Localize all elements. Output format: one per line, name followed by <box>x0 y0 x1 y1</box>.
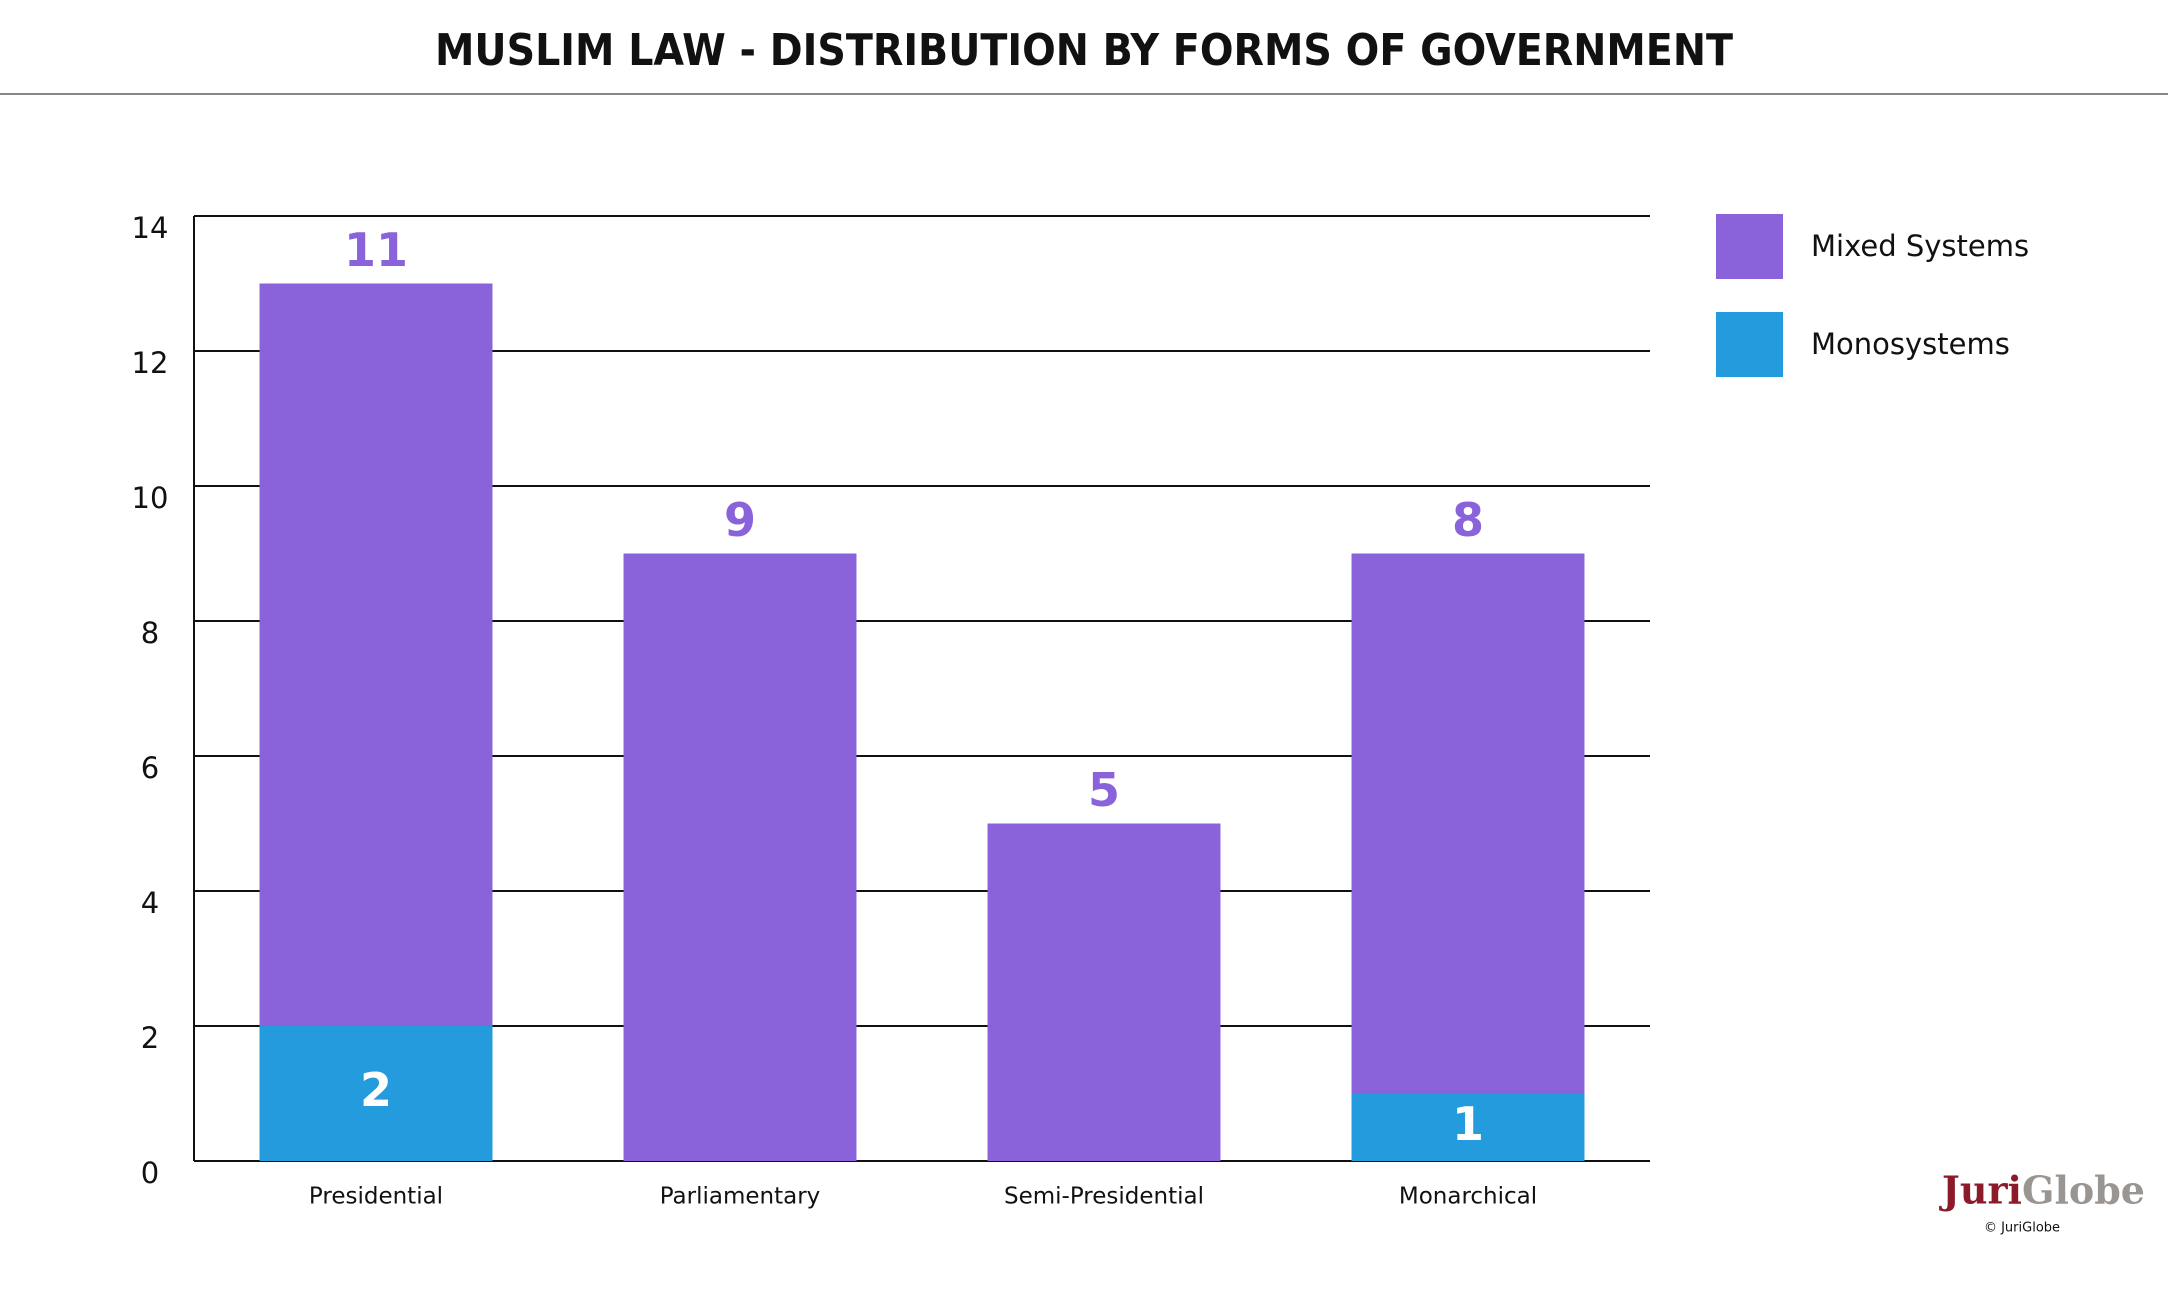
bar-segment <box>259 283 493 1026</box>
copyright: © JuriGlobe <box>1984 1221 2060 1236</box>
bar-segment <box>1351 1093 1585 1161</box>
value-label: 11 <box>344 223 408 277</box>
value-label: 2 <box>360 1063 392 1117</box>
bar-segment <box>623 553 857 1161</box>
y-tick-label: 6 <box>141 751 159 785</box>
chart-title: MUSLIM LAW - DISTRIBUTION BY FORMS OF GO… <box>435 25 1733 76</box>
bar-segment <box>259 1026 493 1161</box>
logo: Juri Globe © JuriGlobe <box>1939 1168 2145 1236</box>
bar-segment <box>1351 553 1585 1094</box>
y-tick-label: 0 <box>141 1156 159 1190</box>
y-tick-label: 4 <box>141 886 159 920</box>
x-tick-label: Parliamentary <box>660 1184 821 1210</box>
brand-second: Globe <box>2022 1168 2145 1213</box>
y-tick-label: 12 <box>132 346 169 380</box>
value-label: 9 <box>724 493 756 547</box>
value-label: 5 <box>1088 763 1120 817</box>
x-tick-label: Semi-Presidential <box>1004 1184 1204 1210</box>
bar-segment <box>987 823 1221 1161</box>
legend-label: Mixed Systems <box>1811 229 2029 263</box>
legend-swatch <box>1716 312 1783 377</box>
y-tick-label: 14 <box>132 211 169 245</box>
x-tick-label: Monarchical <box>1399 1184 1537 1210</box>
brand-first: Juri <box>1939 1168 2022 1213</box>
y-tick-label: 2 <box>141 1021 159 1055</box>
value-label: 1 <box>1452 1097 1484 1151</box>
legend-label: Monosystems <box>1811 327 2010 361</box>
legend-swatch <box>1716 214 1783 279</box>
value-label: 8 <box>1452 493 1484 547</box>
y-tick-label: 8 <box>141 616 159 650</box>
x-tick-label: Presidential <box>309 1184 443 1210</box>
y-tick-label: 10 <box>132 481 169 515</box>
